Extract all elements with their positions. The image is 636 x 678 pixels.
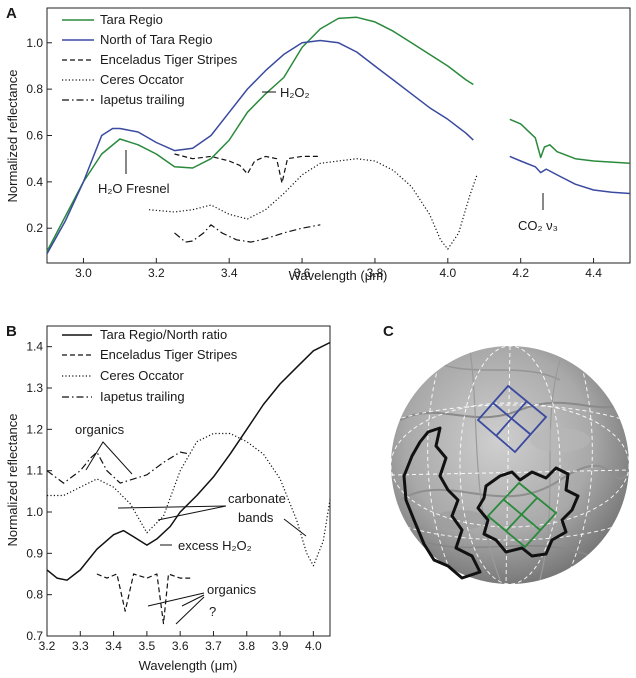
chart-a-xtick-label: 4.0: [439, 266, 456, 280]
chart-b-xtick-label: 4.0: [305, 639, 322, 653]
annot-a-h2o2: H₂O₂: [280, 85, 310, 100]
chart-a-xlabel: Wavelength (μm): [289, 268, 388, 283]
annot-a-co2: CO₂ ν₃: [518, 218, 558, 233]
chart-b-xtick-label: 3.4: [105, 639, 122, 653]
chart-a-xtick-label: 3.6: [294, 266, 311, 280]
chart-b-xtick-label: 3.6: [172, 639, 189, 653]
chart-b-ytick-label: 0.7: [26, 629, 43, 643]
chart-b-series-iapetus-trailing: [46, 451, 191, 484]
annot-b-organics-top-leader: [85, 441, 133, 475]
chart-a-xtick-label: 3.8: [367, 266, 384, 280]
legend-b-iapetus: Iapetus trailing: [100, 389, 185, 404]
region-outline-tara: [476, 466, 580, 558]
legend-a-enceladus: Enceladus Tiger Stripes: [100, 52, 238, 67]
chart-a-xtick-label: 3.0: [75, 266, 92, 280]
annot-b-question: ?: [209, 604, 216, 619]
annot-b-carbonate-leader-2: [157, 505, 227, 521]
chart-b-ylabel: Normalized reflectance: [5, 414, 20, 547]
chart-b-frame: [46, 325, 331, 637]
legend-a-north: North of Tara Regio: [100, 32, 213, 47]
annot-b-organics-leader-1: [147, 592, 205, 607]
chart-a-series-iapetus-trailing: [174, 224, 321, 243]
chart-b-xtick-label: 3.5: [139, 639, 156, 653]
legend-a-ceres: Ceres Occator: [100, 72, 184, 87]
chart-a-xtick-label: 3.4: [221, 266, 238, 280]
chart-b-ytick-label: 1.4: [26, 340, 43, 354]
annot-a-fresnel: H₂O Fresnel: [98, 181, 170, 196]
annot-b-bands: bands: [238, 510, 274, 525]
chart-b-series-enceladus-tiger-stripes: [96, 573, 191, 625]
chart-a-ytick-label: 0.2: [26, 221, 43, 235]
annot-b-carbonate: carbonate: [228, 491, 286, 506]
chart-a-series-north-of-tara-regio: [509, 155, 631, 195]
chart-b-xtick-label: 3.7: [205, 639, 222, 653]
chart-b-ytick-label: 0.8: [26, 588, 43, 602]
chart-b-legend: Tara Regio/North ratio Enceladus Tiger S…: [62, 327, 238, 404]
panel-label-b: B: [6, 323, 17, 340]
chart-a-legend: Tara Regio North of Tara Regio Enceladus…: [62, 12, 238, 107]
chart-a-xtick-label: 3.2: [148, 266, 165, 280]
panel-label-c: C: [383, 323, 394, 340]
annot-b-organics-leader-2: [181, 594, 205, 607]
chart-b-xtick-label: 3.2: [39, 639, 56, 653]
chart-b-ytick-label: 1.0: [26, 505, 43, 519]
chart-b-xtick-label: 3.8: [238, 639, 255, 653]
chart-b-series-ceres-occator: [47, 432, 331, 567]
legend-b-ceres: Ceres Occator: [100, 368, 184, 383]
chart-a-ytick-label: 0.8: [26, 82, 43, 96]
chart-a-xtick-label: 4.4: [585, 266, 602, 280]
chart-a: 3.0 3.2 3.4 3.6 3.8 4.0 4.2 4.40.20.40.60.81.0 …: [5, 7, 631, 283]
region-outline-west: [402, 426, 482, 580]
chart-a-ytick-label: 0.6: [26, 129, 43, 143]
chart-b-ytick-label: 1.1: [26, 464, 43, 478]
chart-a-xtick-label: 4.2: [512, 266, 529, 280]
chart-b: 3.2 3.3 3.4 3.5 3.6 3.7 3.8 3.9 4.0 0.7 0.8 0.9 1.0 1…: [5, 325, 331, 673]
annot-b-question-leader: [175, 596, 205, 625]
chart-b-ytick-label: 0.9: [26, 546, 43, 560]
panel-label-a: A: [6, 5, 17, 22]
north-grid: [476, 384, 548, 454]
chart-b-xtick-label: 3.9: [272, 639, 289, 653]
chart-b-xtick-label: 3.3: [72, 639, 89, 653]
tara-grid: [486, 481, 558, 549]
legend-a-iapetus: Iapetus trailing: [100, 92, 185, 107]
moon-map: [391, 346, 629, 584]
chart-b-xlabel: Wavelength (μm): [139, 658, 238, 673]
chart-a-series-tara-regio: [509, 118, 631, 165]
chart-a-series-north-of-tara-regio: [46, 39, 474, 255]
chart-b-ytick-label: 1.3: [26, 381, 43, 395]
chart-a-series-ceres-occator: [148, 158, 478, 250]
chart-a-series-tara-regio: [46, 16, 474, 252]
annot-b-organics-bottom: organics: [207, 582, 257, 597]
chart-b-ytick-label: 1.2: [26, 422, 43, 436]
annot-b-bands-leader: [283, 518, 307, 537]
chart-a-ytick-label: 1.0: [26, 36, 43, 50]
chart-b-series-tara-regio-north-ratio: [46, 341, 331, 581]
annot-b-carbonate-leader-1: [117, 505, 227, 509]
annot-b-excess-h2o2: excess H₂O₂: [178, 538, 252, 553]
legend-a-tara: Tara Regio: [100, 12, 163, 27]
legend-b-enceladus: Enceladus Tiger Stripes: [100, 347, 238, 362]
legend-b-ratio: Tara Regio/North ratio: [100, 327, 227, 342]
chart-a-ytick-label: 0.4: [26, 175, 43, 189]
annot-b-organics-top: organics: [75, 422, 125, 437]
chart-a-ylabel: Normalized reflectance: [5, 70, 20, 203]
